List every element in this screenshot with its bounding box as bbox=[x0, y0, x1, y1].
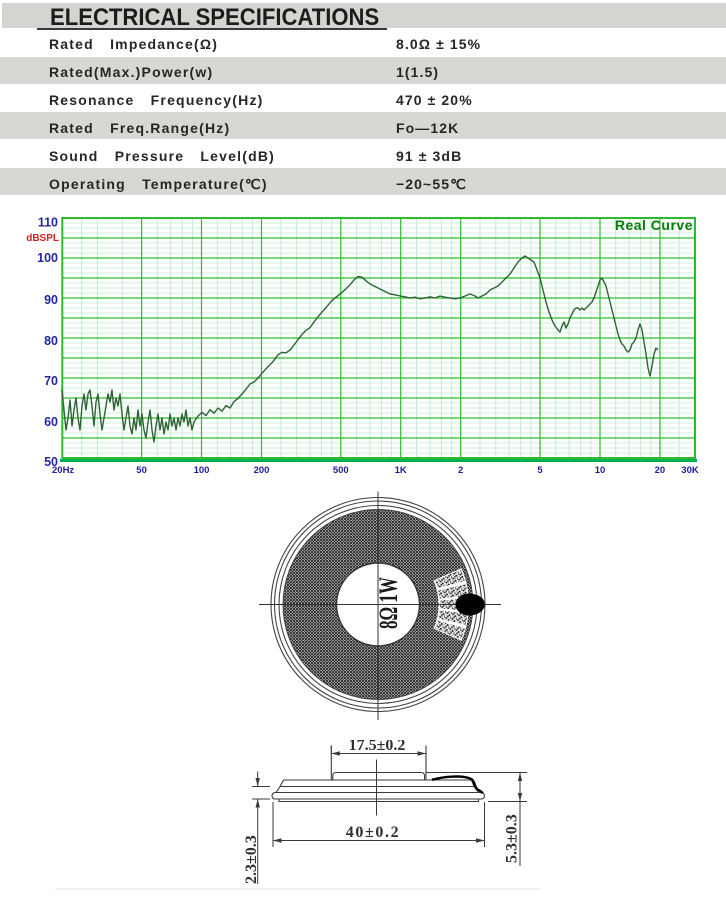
svg-text:20: 20 bbox=[655, 465, 666, 476]
svg-text:80: 80 bbox=[44, 334, 58, 348]
svg-text:1K: 1K bbox=[395, 465, 407, 476]
svg-text:dBSPL: dBSPL bbox=[26, 233, 59, 244]
svg-text:20Hz: 20Hz bbox=[52, 465, 74, 476]
svg-text:500: 500 bbox=[333, 465, 349, 476]
svg-text:2.3±0.3: 2.3±0.3 bbox=[243, 835, 260, 884]
svg-text:40±0.2: 40±0.2 bbox=[346, 824, 400, 841]
svg-text:90: 90 bbox=[44, 293, 58, 307]
svg-text:50: 50 bbox=[44, 455, 58, 469]
svg-text:5: 5 bbox=[537, 465, 543, 476]
svg-text:70: 70 bbox=[44, 374, 58, 388]
svg-text:5.3±0.3: 5.3±0.3 bbox=[504, 814, 521, 863]
svg-text:50: 50 bbox=[136, 465, 147, 476]
svg-text:Real Curve: Real Curve bbox=[615, 217, 693, 233]
svg-text:30K: 30K bbox=[681, 465, 699, 476]
svg-text:17.5±0.2: 17.5±0.2 bbox=[349, 740, 406, 754]
svg-text:100: 100 bbox=[37, 251, 58, 265]
svg-text:200: 200 bbox=[254, 465, 270, 476]
svg-text:8Ω 1W: 8Ω 1W bbox=[374, 577, 403, 629]
svg-text:10: 10 bbox=[595, 465, 606, 476]
svg-text:110: 110 bbox=[38, 216, 58, 230]
svg-text:60: 60 bbox=[44, 415, 58, 429]
svg-text:100: 100 bbox=[194, 465, 210, 476]
svg-text:2: 2 bbox=[458, 465, 463, 476]
